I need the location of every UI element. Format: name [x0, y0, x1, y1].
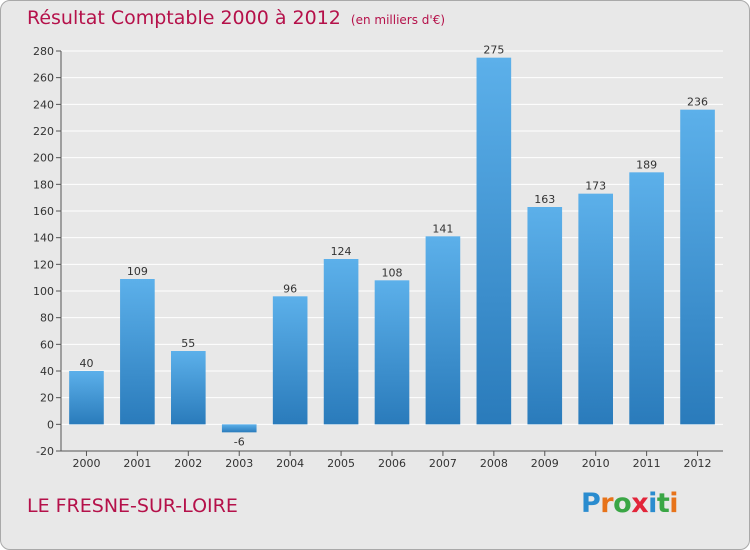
- commune-name: LE FRESNE-SUR-LOIRE: [27, 495, 238, 517]
- bar-2003: [221, 424, 257, 433]
- y-tick-label: 60: [40, 338, 54, 351]
- bar-2008: [476, 57, 512, 425]
- bar-2012: [680, 109, 715, 425]
- y-tick-label: -20: [36, 445, 54, 458]
- bar-2007: [425, 236, 461, 425]
- x-tick-label: 2009: [531, 457, 559, 470]
- y-tick-label: 260: [33, 72, 54, 85]
- x-tick-label: 2005: [327, 457, 355, 470]
- x-tick-label: 2001: [123, 457, 151, 470]
- data-label-2009: 163: [534, 193, 555, 206]
- x-tick-label: 2000: [72, 457, 100, 470]
- data-label-2002: 55: [181, 337, 195, 350]
- logo-letter: i: [669, 488, 679, 519]
- y-tick-label: 160: [33, 205, 54, 218]
- y-tick-label: 120: [33, 258, 54, 271]
- bar-2005: [323, 259, 359, 425]
- bar-2002: [170, 351, 206, 425]
- bar-2011: [629, 172, 664, 425]
- bar-2006: [374, 280, 410, 425]
- y-tick-label: 240: [33, 98, 54, 111]
- bar-2010: [578, 193, 614, 425]
- bar-2001: [120, 279, 155, 425]
- proxiti-logo: Proxiti: [581, 488, 679, 519]
- data-label-2008: 275: [483, 44, 504, 57]
- y-tick-label: 40: [40, 365, 54, 378]
- y-tick-label: 280: [33, 45, 54, 58]
- x-tick-label: 2002: [174, 457, 202, 470]
- data-label-2012: 236: [687, 96, 708, 109]
- y-tick-label: 140: [33, 232, 54, 245]
- data-label-2007: 141: [432, 222, 453, 235]
- data-label-2004: 96: [283, 282, 297, 295]
- logo-letter: o: [613, 488, 632, 519]
- data-label-2006: 108: [382, 266, 403, 279]
- x-tick-label: 2006: [378, 457, 406, 470]
- data-label-2000: 40: [79, 357, 93, 370]
- data-label-2010: 173: [585, 180, 606, 193]
- y-tick-label: 0: [47, 418, 54, 431]
- bar-2009: [527, 207, 563, 425]
- x-tick-label: 2010: [582, 457, 610, 470]
- data-label-2001: 109: [127, 265, 148, 278]
- x-tick-label: 2004: [276, 457, 304, 470]
- chart-subtitle: (en milliers d'€): [350, 13, 446, 27]
- y-tick-label: 180: [33, 178, 54, 191]
- data-label-2005: 124: [331, 245, 352, 258]
- data-label-2003: -6: [234, 435, 245, 448]
- x-tick-label: 2008: [480, 457, 508, 470]
- data-label-2011: 189: [636, 158, 657, 171]
- x-tick-label: 2003: [225, 457, 253, 470]
- logo-letter: r: [600, 488, 614, 519]
- logo-letter: P: [581, 488, 601, 519]
- x-tick-label: 2012: [684, 457, 712, 470]
- y-tick-label: 200: [33, 152, 54, 165]
- logo-letter: t: [656, 488, 670, 519]
- bar-2004: [272, 296, 308, 425]
- chart-title-text: Résultat Comptable 2000 à 2012: [27, 7, 341, 29]
- y-tick-label: 80: [40, 312, 54, 325]
- y-tick-label: 20: [40, 392, 54, 405]
- chart-title: Résultat Comptable 2000 à 2012 (en millie…: [27, 7, 445, 29]
- logo-letter: i: [648, 488, 657, 519]
- y-tick-label: 220: [33, 125, 54, 138]
- logo-letter: x: [631, 488, 649, 519]
- y-tick-label: 100: [33, 285, 54, 298]
- x-tick-label: 2011: [633, 457, 661, 470]
- x-tick-label: 2007: [429, 457, 457, 470]
- bar-2000: [69, 371, 104, 425]
